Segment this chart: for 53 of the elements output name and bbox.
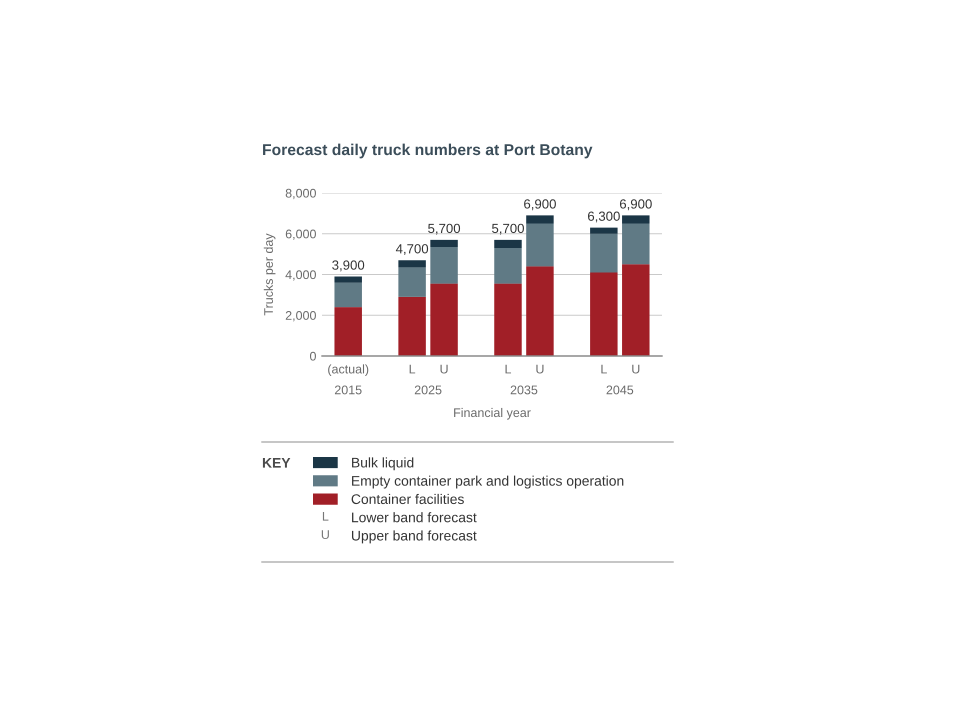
y-axis-title: Trucks per day: [264, 233, 276, 316]
bar: [590, 228, 618, 234]
total-label: 5,700: [428, 224, 460, 235]
legend-label: Empty container park and logistics operation: [352, 476, 624, 489]
bar: [334, 307, 362, 356]
bar: [398, 296, 426, 356]
x-axis-title: Financial year: [454, 408, 531, 420]
text: 2025: [414, 385, 442, 394]
bar: [398, 260, 426, 268]
bar: [622, 264, 650, 356]
bar: [494, 248, 522, 284]
text: U Upper band forecast: [322, 530, 477, 544]
bar: [430, 284, 458, 356]
bar: [526, 266, 554, 356]
x-tick-label: (actual): [328, 364, 368, 376]
x-tick-label: U: [536, 364, 544, 374]
legend-title: KEY: [262, 458, 290, 468]
total-label: 5,700: [492, 224, 524, 235]
bar: [526, 215, 554, 224]
y-tick-label: 8,000: [286, 188, 316, 200]
x-tick-label: U: [632, 364, 640, 374]
bar: [398, 267, 426, 297]
y-tick-label: 2,000: [286, 311, 316, 322]
text: 2015: [334, 385, 362, 394]
text: 2035: [510, 385, 538, 394]
text: L Lower band forecast: [322, 512, 477, 522]
bar: [430, 246, 458, 284]
legend-label: Container facilities: [352, 494, 464, 504]
bar: [590, 234, 618, 272]
bar: [334, 276, 362, 283]
bar: [622, 224, 650, 264]
bar: [494, 240, 522, 248]
total-label: 3,900: [332, 260, 364, 272]
total-label: 6,900: [524, 199, 556, 210]
y-tick-label: 4,000: [285, 270, 316, 281]
y-tick-label: 0: [310, 352, 316, 361]
total-label: 6,300: [588, 212, 620, 222]
text: 2045: [606, 385, 634, 394]
bar: [334, 282, 362, 308]
bar: [526, 224, 554, 266]
y-tick-label: 6,000: [286, 230, 316, 240]
x-tick-label: L: [506, 364, 512, 374]
x-tick-label: L: [410, 364, 416, 374]
bar: [590, 272, 618, 356]
legend-label: Bulk liquid: [352, 457, 414, 470]
bar: [430, 240, 458, 247]
x-tick-label: U: [440, 364, 448, 374]
total-label: 6,900: [620, 199, 652, 210]
bar: [494, 284, 522, 356]
x-tick-label: L: [601, 364, 607, 374]
bar: [622, 215, 650, 224]
chart-title: Forecast daily truck numbers at Port Botany: [263, 144, 592, 158]
total-label: 4,700: [396, 244, 428, 256]
